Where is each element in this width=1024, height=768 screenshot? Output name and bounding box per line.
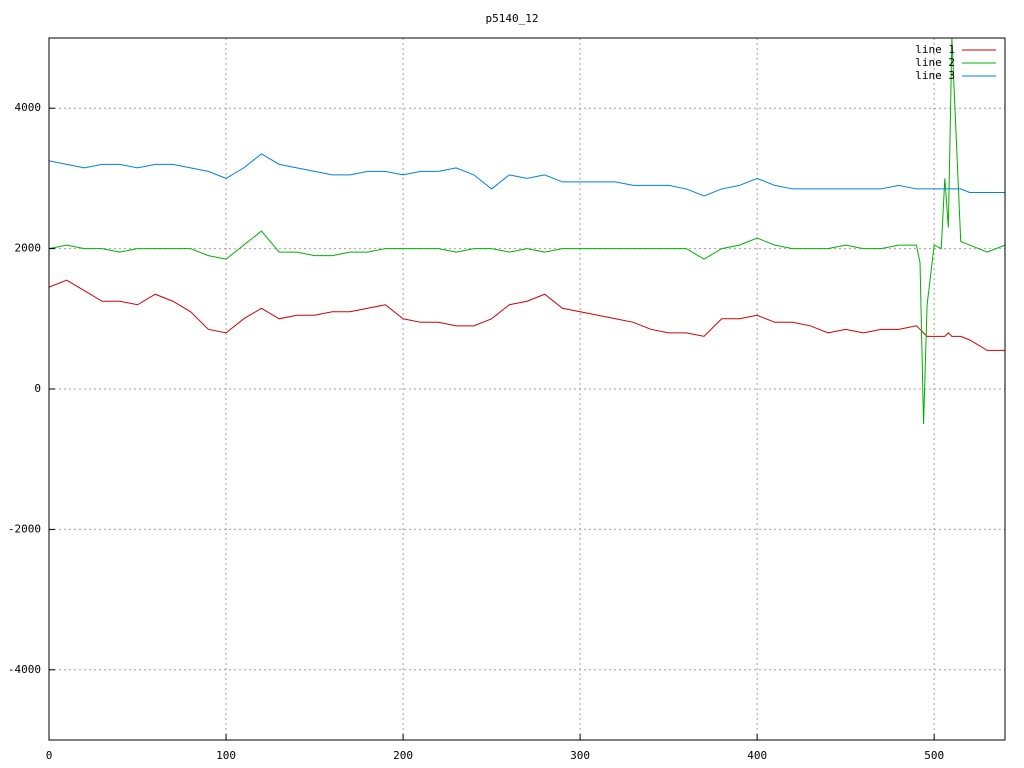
x-tick-label: 200 — [393, 749, 413, 762]
legend-label: line 3 — [915, 69, 955, 82]
grid — [48, 38, 1005, 740]
y-tick-label: -4000 — [8, 663, 41, 676]
y-tick-label: 2000 — [15, 242, 42, 255]
series-line — [49, 153, 1005, 197]
series-line — [49, 279, 1005, 351]
x-tick-label: 500 — [924, 749, 944, 762]
y-tick-label: -2000 — [8, 522, 41, 535]
series-line — [49, 38, 1005, 425]
chart-title: p5140_12 — [486, 12, 539, 25]
x-tick-label: 100 — [216, 749, 236, 762]
x-tick-label: 300 — [570, 749, 590, 762]
legend-label: line 1 — [915, 43, 955, 56]
plot-frame — [48, 37, 1006, 741]
legend-label: line 2 — [915, 56, 955, 69]
x-tick-label: 400 — [747, 749, 767, 762]
y-tick-label: 4000 — [15, 101, 42, 114]
x-tick-label: 0 — [46, 749, 53, 762]
plot-area — [49, 38, 1005, 425]
y-tick-label: 0 — [34, 382, 41, 395]
